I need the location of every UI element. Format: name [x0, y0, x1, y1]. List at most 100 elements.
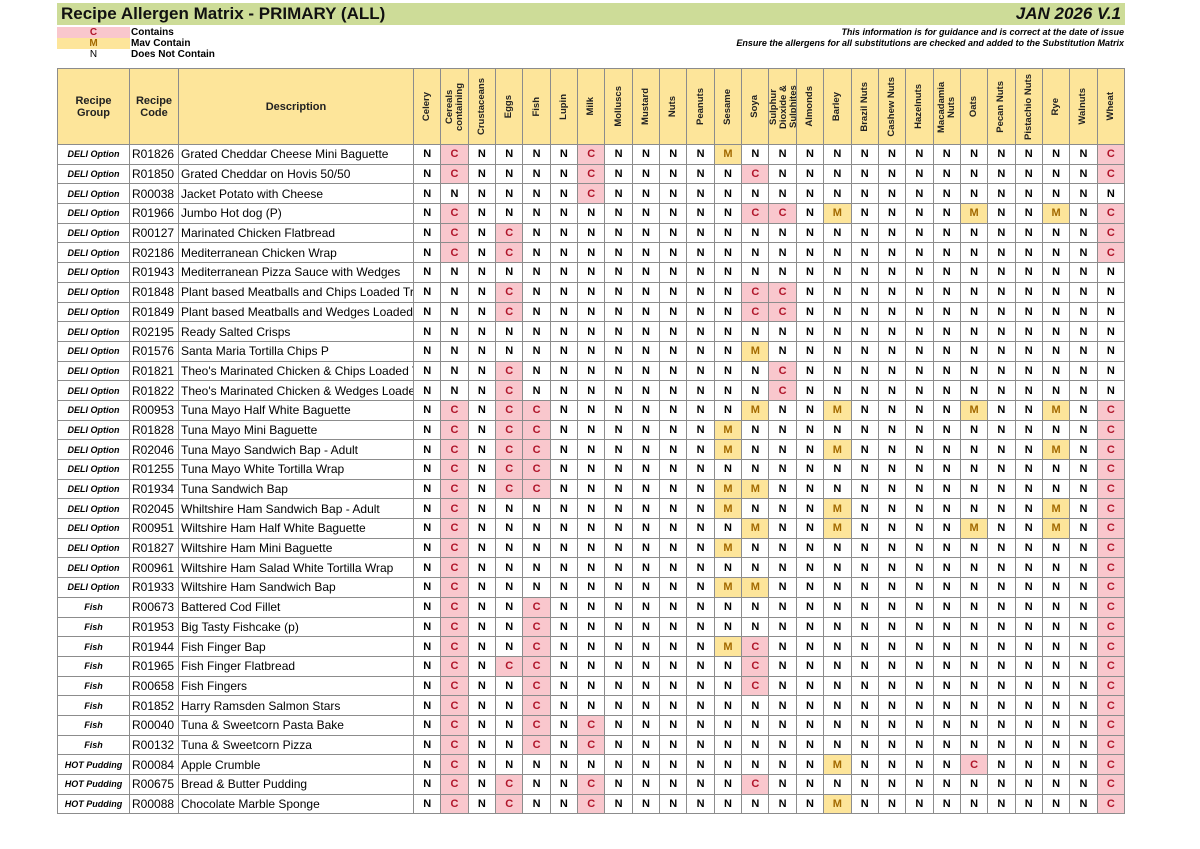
allergen-cell: N [959, 734, 989, 756]
allergen-cell: N [932, 636, 961, 657]
allergen-cell: N [495, 616, 524, 638]
allergen-cell: N [959, 459, 989, 480]
allergen-cell: N [987, 754, 1016, 775]
allergen-cell: C [1096, 439, 1126, 460]
allergen-cell: N [412, 439, 442, 460]
allergen-cell: N [1096, 262, 1126, 283]
allergen-cell: N [577, 577, 606, 598]
allergen-cell: N [686, 478, 715, 500]
allergen-cell: N [987, 203, 1016, 224]
allergen-cell: N [604, 242, 633, 264]
allergen-cell: N [412, 242, 442, 264]
allergen-cell: C [959, 754, 989, 775]
allergen-cell: N [412, 498, 442, 520]
allergen-cell: N [768, 518, 797, 539]
description-cell: Tuna & Sweetcorn Pasta Bake [178, 714, 414, 736]
allergen-cell: N [850, 596, 879, 618]
allergen-cell: N [412, 301, 442, 323]
allergen-cell: N [741, 222, 770, 244]
recipe-group-cell: Fish [57, 655, 130, 677]
col-allergen: Wheat [1096, 68, 1126, 145]
allergen-cell: N [412, 144, 442, 165]
guidance-note: This information is for guidance and is … [841, 27, 1124, 37]
allergen-label: Mustard [639, 88, 651, 125]
allergen-cell: N [577, 321, 606, 342]
allergen-cell: N [495, 203, 524, 224]
description-cell: Theo's Marinated Chicken & Chips Loaded … [178, 360, 414, 382]
allergen-cell: C [1096, 774, 1126, 795]
allergen-cell: N [795, 754, 825, 775]
allergen-cell: N [823, 222, 852, 244]
allergen-cell: N [659, 695, 688, 716]
allergen-cell: N [631, 419, 661, 441]
allergen-cell: N [850, 518, 879, 539]
allergen-cell: M [959, 399, 989, 421]
allergen-cell: N [905, 636, 934, 657]
allergen-cell: N [659, 734, 688, 756]
allergen-cell: N [577, 675, 606, 697]
allergen-cell: N [1014, 596, 1043, 618]
allergen-cell: N [604, 596, 633, 618]
allergen-cell: C [495, 655, 524, 677]
allergen-cell: N [604, 518, 633, 539]
col-allergen: Oats [959, 68, 989, 145]
allergen-cell: N [713, 675, 743, 697]
allergen-cell: N [905, 478, 934, 500]
allergen-cell: N [905, 419, 934, 441]
col-description: Description [178, 68, 414, 145]
table-row: HOT Pudding R00088 Chocolate Marble Sponge… [57, 793, 1126, 815]
allergen-cell: N [686, 203, 715, 224]
allergen-cell: N [659, 459, 688, 480]
allergen-label: Soya [749, 95, 761, 118]
allergen-cell: N [850, 557, 879, 579]
allergen-cell: N [795, 577, 825, 598]
allergen-cell: N [686, 459, 715, 480]
allergen-cell: N [549, 636, 579, 657]
allergen-cell: N [959, 557, 989, 579]
allergen-cell: N [741, 616, 770, 638]
allergen-cell: N [741, 557, 770, 579]
recipe-group-cell: DELI Option [57, 144, 130, 165]
allergen-cell: N [1014, 360, 1043, 382]
allergen-cell: N [1014, 478, 1043, 500]
allergen-cell: N [522, 774, 551, 795]
allergen-cell: N [850, 774, 879, 795]
allergen-cell: N [877, 498, 907, 520]
col-allergen: Sesame [713, 68, 743, 145]
recipe-code-cell: R01852 [129, 695, 179, 716]
allergen-cell: N [1069, 144, 1098, 165]
allergen-cell: N [604, 675, 633, 697]
allergen-cell: N [932, 675, 961, 697]
allergen-cell: N [1069, 419, 1098, 441]
allergen-cell: N [932, 340, 961, 362]
allergen-cell: N [631, 262, 661, 283]
allergen-cell: N [877, 596, 907, 618]
allergen-cell: N [467, 655, 497, 677]
allergen-cell: N [768, 242, 797, 264]
allergen-cell: C [440, 734, 469, 756]
table-row: DELI Option R01933 Wiltshire Ham Sandwich … [57, 577, 1126, 598]
allergen-cell: N [549, 655, 579, 677]
allergen-cell: N [631, 183, 661, 205]
col-allergen: Mustard [631, 68, 661, 145]
allergen-cell: N [1041, 655, 1071, 677]
allergen-cell: N [905, 163, 934, 185]
allergen-cell: N [959, 577, 989, 598]
allergen-cell: N [905, 321, 934, 342]
allergen-cell: N [987, 419, 1016, 441]
allergen-cell: C [440, 695, 469, 716]
allergen-cell: C [440, 439, 469, 460]
allergen-cell: N [795, 498, 825, 520]
allergen-cell: C [768, 281, 797, 303]
allergen-cell: C [1096, 478, 1126, 500]
recipe-group-cell: DELI Option [57, 203, 130, 224]
allergen-cell: N [1041, 714, 1071, 736]
allergen-cell: C [741, 774, 770, 795]
allergen-cell: N [768, 636, 797, 657]
allergen-cell: N [1041, 301, 1071, 323]
allergen-cell: N [686, 439, 715, 460]
allergen-cell: N [686, 340, 715, 362]
allergen-cell: N [1069, 478, 1098, 500]
allergen-label: Eggs [503, 94, 515, 119]
allergen-cell: N [877, 774, 907, 795]
